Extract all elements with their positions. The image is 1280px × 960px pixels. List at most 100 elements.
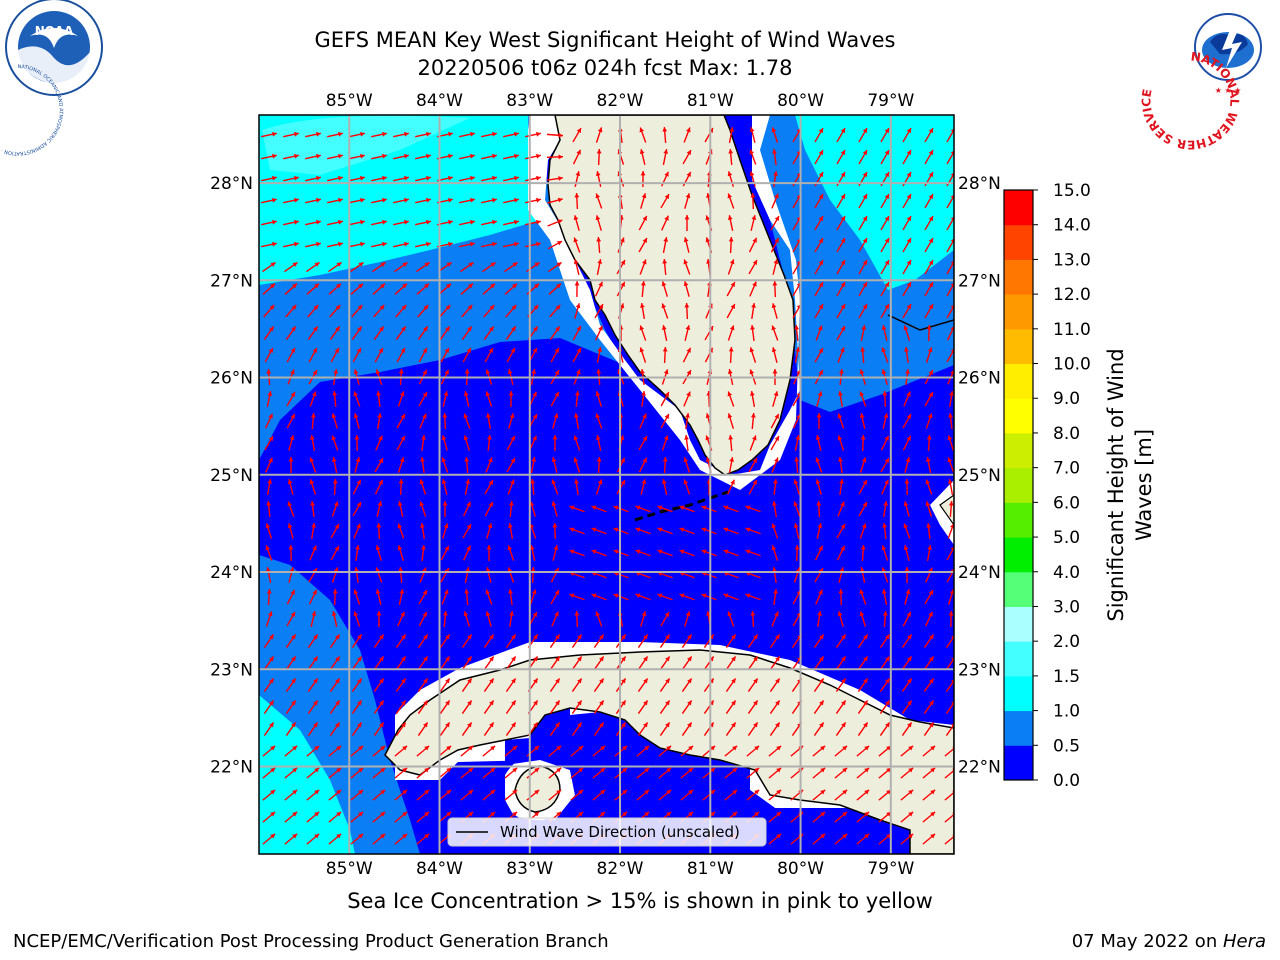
lon-tick-bottom-4: 81°W bbox=[687, 859, 734, 879]
lat-tick-right-0: 22°N bbox=[958, 757, 1001, 777]
wave-arrow bbox=[442, 500, 448, 518]
wave-arrow bbox=[592, 789, 606, 801]
wave-arrow bbox=[507, 479, 515, 495]
footer-date-text: 07 May 2022 on bbox=[1071, 931, 1223, 952]
wave-arrow bbox=[374, 347, 384, 363]
wave-arrow bbox=[924, 589, 934, 605]
wave-arrow bbox=[725, 678, 737, 692]
wave-arrow bbox=[903, 523, 911, 539]
wave-arrow bbox=[417, 634, 429, 648]
wave-arrow bbox=[508, 588, 513, 606]
ocean-band-1-1.5-atlantic bbox=[795, 115, 954, 290]
wave-arrow bbox=[680, 789, 694, 801]
wave-arrow bbox=[858, 479, 868, 495]
wave-arrow bbox=[768, 767, 782, 779]
wave-arrow bbox=[327, 131, 343, 138]
wave-arrow bbox=[773, 478, 778, 496]
colorbar-label-12: 10.0 bbox=[1053, 355, 1091, 375]
wave-arrow bbox=[902, 127, 912, 143]
wave-arrow bbox=[662, 258, 668, 276]
wave-arrow bbox=[880, 215, 890, 231]
wave-arrow bbox=[860, 346, 866, 364]
colorbar-label-0: 0.0 bbox=[1053, 771, 1080, 791]
bahamas-land bbox=[939, 494, 954, 527]
wave-arrow bbox=[481, 241, 497, 248]
wave-arrow bbox=[265, 457, 273, 473]
colorbar-swatch-7 bbox=[1004, 502, 1033, 538]
wave-arrow bbox=[902, 303, 912, 319]
wave-arrow bbox=[902, 259, 912, 275]
wave-arrow bbox=[393, 197, 409, 204]
wave-arrow bbox=[307, 304, 319, 318]
wave-arrow bbox=[263, 678, 275, 692]
wave-arrow bbox=[329, 722, 341, 736]
wave-arrow bbox=[768, 833, 782, 845]
wave-arrow bbox=[596, 236, 602, 254]
wave-arrow bbox=[307, 722, 319, 736]
wave-arrow bbox=[262, 789, 276, 801]
wave-arrow bbox=[263, 634, 275, 648]
wave-arrow bbox=[836, 193, 846, 209]
wave-arrow bbox=[727, 171, 735, 187]
wave-arrow bbox=[332, 588, 338, 606]
wave-arrow bbox=[463, 413, 471, 429]
wave-arrow bbox=[857, 722, 869, 736]
wave-arrow bbox=[684, 302, 690, 320]
wave-arrow bbox=[310, 500, 315, 518]
wave-arrow bbox=[263, 326, 275, 340]
wave-arrow bbox=[574, 303, 581, 319]
wave-arrow bbox=[351, 678, 363, 692]
wave-arrow bbox=[415, 131, 431, 138]
wave-arrow bbox=[592, 745, 606, 757]
wave-arrow bbox=[814, 193, 824, 209]
wave-arrow bbox=[903, 325, 911, 341]
wave-arrow bbox=[771, 193, 779, 209]
wave-arrow bbox=[573, 215, 580, 231]
wave-arrow bbox=[394, 767, 408, 779]
wave-arrow bbox=[310, 611, 317, 627]
wave-arrow bbox=[416, 283, 430, 295]
wave-arrow bbox=[485, 457, 493, 473]
wave-arrow bbox=[812, 811, 826, 823]
wave-arrow bbox=[596, 456, 602, 474]
wave-arrow bbox=[570, 767, 584, 779]
wave-arrow bbox=[814, 237, 824, 253]
wave-arrow bbox=[636, 745, 650, 757]
wave-arrow bbox=[903, 391, 911, 407]
lon-tick-bottom-0: 85°W bbox=[326, 859, 373, 879]
colorbar-swatch-16 bbox=[1004, 190, 1033, 226]
wave-arrow bbox=[771, 523, 779, 539]
colorbar-swatch-4 bbox=[1004, 606, 1033, 642]
wave-arrow bbox=[262, 833, 276, 845]
wave-arrow bbox=[462, 501, 472, 517]
wave-arrow bbox=[681, 656, 693, 670]
wave-arrow bbox=[684, 214, 690, 232]
colorbar-label-6: 4.0 bbox=[1053, 563, 1080, 583]
wave-arrow bbox=[395, 656, 407, 670]
wave-arrow bbox=[882, 522, 887, 540]
wave-arrow bbox=[330, 347, 340, 363]
wave-arrow bbox=[395, 678, 407, 692]
wave-arrow bbox=[484, 501, 494, 517]
wave-arrow bbox=[420, 544, 426, 562]
wave-arrow bbox=[397, 501, 404, 517]
wave-arrow bbox=[308, 347, 318, 363]
lon-tick-top-4: 81°W bbox=[687, 91, 734, 111]
colorbar-label-3: 1.5 bbox=[1053, 667, 1080, 687]
wave-arrow bbox=[661, 215, 669, 231]
wave-arrow bbox=[504, 767, 518, 779]
florida-coastal-mask bbox=[528, 115, 800, 490]
wave-arrow bbox=[902, 435, 912, 451]
wave-arrow bbox=[816, 500, 822, 518]
wave-arrow bbox=[771, 545, 779, 561]
wave-arrow bbox=[550, 589, 560, 605]
wave-arrow bbox=[749, 347, 757, 363]
wave-arrow bbox=[262, 811, 276, 823]
wave-arrow bbox=[546, 176, 564, 181]
wave-arrow bbox=[352, 501, 362, 517]
wave-arrow bbox=[328, 283, 342, 295]
wave-arrow bbox=[836, 325, 846, 341]
wave-arrow bbox=[772, 500, 777, 518]
wave-arrow bbox=[397, 523, 405, 539]
wave-arrow bbox=[591, 593, 607, 601]
